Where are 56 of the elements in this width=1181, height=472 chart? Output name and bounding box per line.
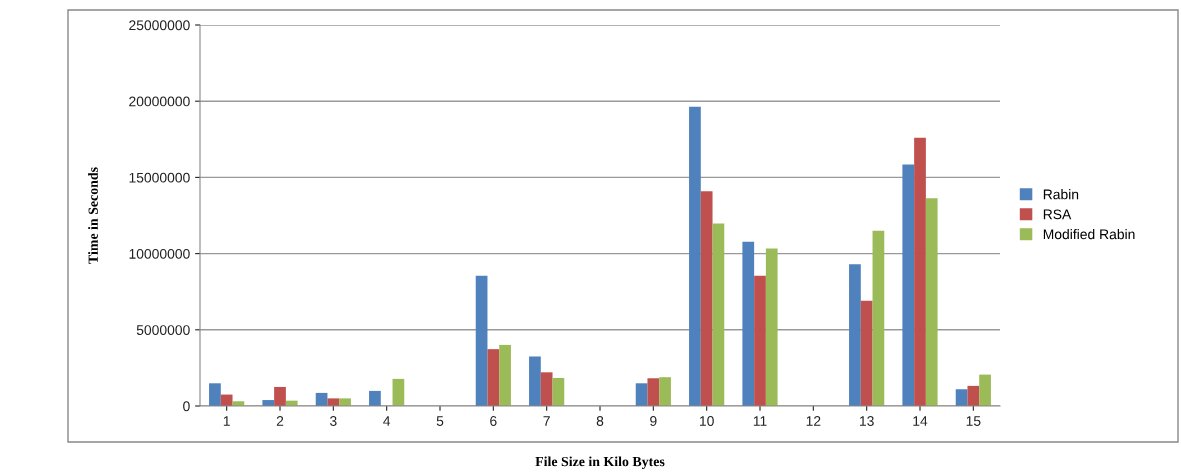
- x-tick-label: 10: [700, 416, 714, 426]
- legend-label: Modified Rabin: [1043, 229, 1135, 240]
- x-tick-label: 5: [436, 416, 444, 426]
- bar: [754, 275, 766, 406]
- bar: [860, 300, 873, 406]
- bar: [540, 372, 553, 406]
- bar: [849, 264, 861, 406]
- bar: [392, 378, 405, 406]
- x-tick-label: 15: [966, 416, 981, 426]
- x-tick-label: 9: [650, 416, 657, 426]
- x-tick-label: 4: [383, 416, 391, 426]
- bar: [765, 248, 778, 406]
- bar: [274, 386, 286, 406]
- bar: [369, 390, 381, 406]
- y-axis-title: Time in Seconds: [88, 167, 98, 264]
- x-tick-label: 14: [913, 416, 928, 426]
- bar: [339, 398, 351, 406]
- legend-label: Rabin: [1043, 189, 1079, 200]
- bar: [209, 383, 221, 406]
- y-tick-label: 10000000: [129, 248, 190, 259]
- bar: [659, 377, 671, 406]
- bar: [967, 385, 980, 406]
- bar: [647, 378, 660, 406]
- x-tick-label: 11: [753, 416, 767, 426]
- legend-label: RSA: [1043, 209, 1072, 220]
- bar: [914, 137, 926, 406]
- bar: [635, 383, 648, 406]
- bar: [499, 344, 511, 406]
- bar: [712, 223, 725, 406]
- bar: [979, 374, 991, 406]
- bar: [700, 191, 713, 406]
- bar: [327, 398, 340, 406]
- x-tick-label: 12: [806, 416, 821, 426]
- x-tick-label: 6: [490, 416, 497, 426]
- y-tick-label: 0: [183, 401, 190, 412]
- y-tick-label: 25000000: [129, 20, 190, 31]
- bar: [487, 349, 500, 406]
- bar: [220, 394, 233, 406]
- y-tick-label: 15000000: [129, 172, 190, 183]
- x-tick-label: 8: [596, 416, 604, 426]
- y-tick-label: 20000000: [129, 96, 190, 107]
- x-tick-label: 1: [223, 416, 230, 426]
- bar: [925, 198, 938, 406]
- bar: [689, 106, 701, 406]
- bar: [552, 377, 565, 406]
- x-axis-title: File Size in Kilo Bytes: [535, 456, 665, 470]
- x-tick-label: 13: [860, 416, 874, 426]
- bar: [529, 356, 541, 406]
- x-tick-label: 3: [330, 416, 337, 426]
- y-tick-label: 5000000: [136, 325, 190, 335]
- bar: [742, 241, 755, 406]
- x-tick-label: 2: [276, 416, 284, 426]
- bar: [902, 164, 915, 406]
- bar: [475, 275, 488, 406]
- x-tick-label: 7: [543, 416, 550, 426]
- bar: [872, 230, 885, 406]
